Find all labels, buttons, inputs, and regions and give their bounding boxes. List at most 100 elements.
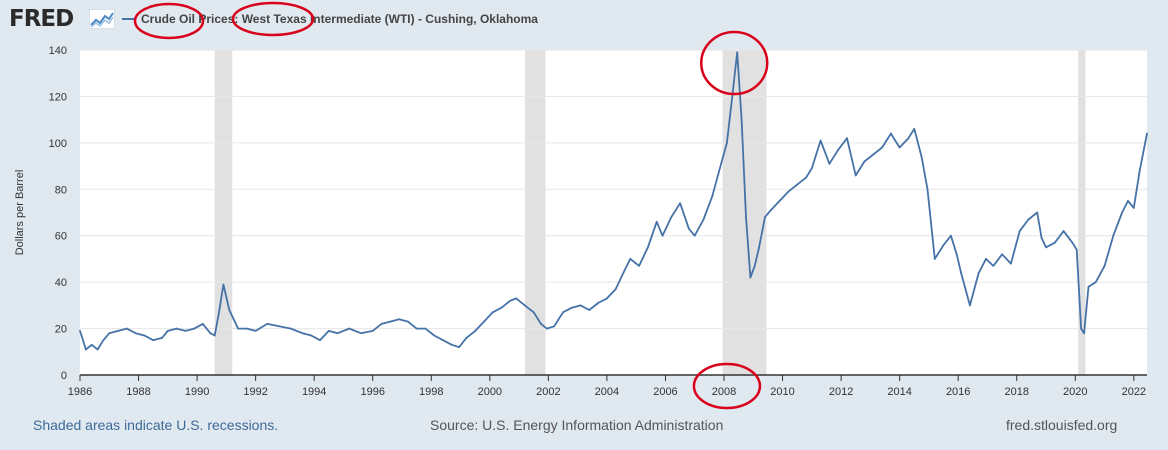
- data-point: [907, 137, 910, 140]
- data-point: [819, 139, 822, 142]
- recession-band-1: [524, 50, 546, 375]
- data-point: [380, 323, 383, 325]
- chart-header: FRED Crude Oil Prices: West Texas Interm…: [0, 0, 1168, 40]
- chart-plot: 0 20 40 60 80 100 120 140 1986 1988 1990 1992 1994 19…: [14, 1, 1148, 410]
- data-point: [96, 348, 99, 351]
- data-point: [1045, 246, 1047, 249]
- data-point: [614, 288, 617, 291]
- data-point: [597, 302, 600, 304]
- data-point: [1087, 285, 1090, 288]
- y-tick-label: 100: [49, 138, 67, 150]
- data-point: [218, 311, 220, 314]
- data-point: [1001, 253, 1003, 256]
- x-tick-label: 1990: [185, 386, 209, 398]
- annotation-ellipse-crude-oil: [133, 2, 205, 40]
- data-point: [458, 346, 460, 349]
- plot-area: [80, 50, 1147, 375]
- data-point: [433, 334, 436, 337]
- data-point: [348, 327, 351, 330]
- fred-logo[interactable]: FRED: [9, 6, 74, 32]
- recession-band-3: [1078, 50, 1086, 375]
- data-point: [949, 234, 952, 237]
- y-tick-label: 140: [49, 45, 67, 57]
- x-tick-label: 2018: [1004, 386, 1028, 398]
- y-tick-label: 80: [55, 184, 67, 196]
- data-point: [1103, 264, 1106, 267]
- data-point: [1083, 332, 1085, 335]
- data-point: [778, 199, 781, 202]
- data-point: [702, 218, 705, 221]
- data-point: [415, 327, 418, 330]
- data-point: [278, 325, 280, 328]
- data-point: [736, 51, 739, 54]
- data-point: [881, 146, 883, 149]
- x-tick-label: 1994: [302, 386, 326, 398]
- data-point: [1009, 262, 1012, 265]
- x-tick-label: 1988: [126, 386, 150, 398]
- data-point: [913, 128, 916, 130]
- data-point: [209, 332, 212, 335]
- data-point: [920, 155, 923, 158]
- x-tick-label: 2016: [946, 386, 970, 398]
- data-point: [955, 253, 958, 256]
- data-point: [79, 329, 81, 332]
- data-point: [289, 327, 292, 330]
- x-tick-label: 1986: [68, 386, 92, 398]
- x-tick-label: 2008: [712, 386, 736, 398]
- data-point: [1094, 281, 1097, 284]
- data-point: [1138, 169, 1141, 172]
- data-point: [222, 283, 225, 286]
- data-point: [968, 304, 971, 307]
- data-point: [977, 271, 980, 274]
- x-tick-label: 2020: [1063, 386, 1087, 398]
- fred-url-link[interactable]: fred.stlouisfed.org: [1006, 417, 1118, 433]
- data-point: [360, 332, 362, 335]
- data-point: [805, 176, 807, 179]
- data-point: [1146, 132, 1148, 135]
- data-point: [125, 327, 128, 330]
- source-note: Source: U.S. Energy Information Administ…: [430, 417, 724, 433]
- fred-logo-graph-icon: [89, 9, 115, 29]
- data-point: [562, 311, 564, 314]
- data-point: [301, 332, 304, 335]
- data-point: [1075, 248, 1078, 251]
- x-tick-label: 2002: [536, 386, 560, 398]
- data-point: [161, 336, 163, 339]
- data-point: [1071, 241, 1074, 244]
- data-point: [193, 327, 196, 330]
- data-point: [837, 148, 840, 151]
- data-point: [588, 309, 591, 311]
- data-point: [310, 334, 313, 337]
- data-point: [926, 188, 929, 191]
- data-point: [532, 311, 535, 314]
- data-point: [731, 90, 734, 93]
- x-tick-label: 1996: [360, 386, 384, 398]
- data-point: [933, 258, 936, 260]
- data-point: [579, 304, 582, 307]
- data-point: [863, 160, 866, 163]
- data-point: [1036, 211, 1039, 214]
- data-point: [726, 141, 728, 144]
- recession-note: Shaded areas indicate U.S. recessions.: [33, 417, 279, 433]
- data-point: [787, 190, 790, 193]
- data-point: [629, 258, 632, 260]
- data-point: [515, 297, 518, 300]
- data-point: [872, 153, 875, 156]
- data-point: [213, 334, 216, 337]
- data-point: [108, 332, 111, 335]
- y-tick-label: 60: [55, 231, 67, 243]
- data-point: [655, 220, 658, 223]
- x-tick-label: 2004: [595, 386, 619, 398]
- data-point: [228, 309, 231, 311]
- data-point: [491, 311, 494, 314]
- data-point: [1040, 237, 1043, 239]
- x-tick-label: 2012: [829, 386, 853, 398]
- data-point: [327, 329, 330, 332]
- data-point: [1062, 230, 1065, 232]
- chart-title: Crude Oil Prices: West Texas Intermediat…: [141, 12, 538, 26]
- data-point: [1053, 241, 1056, 244]
- data-point: [661, 234, 664, 237]
- data-point: [175, 327, 178, 330]
- recession-band-0: [214, 50, 233, 375]
- data-point: [749, 276, 752, 279]
